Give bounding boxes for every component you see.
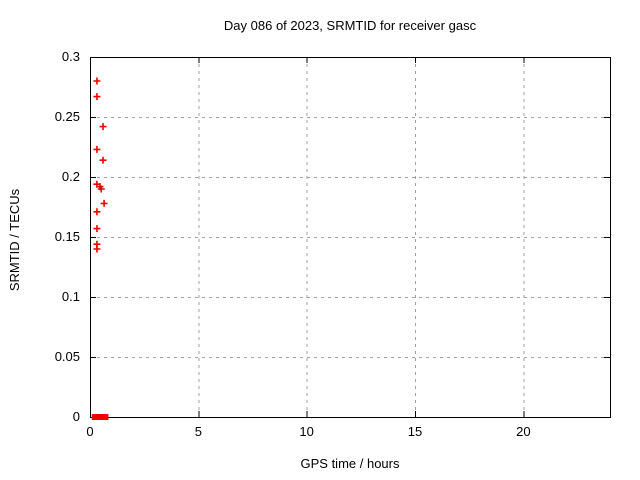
y-tick-label: 0 xyxy=(73,409,80,424)
data-point-marker xyxy=(99,156,107,164)
data-point-marker xyxy=(93,208,101,216)
y-tick-label: 0.05 xyxy=(55,349,80,364)
y-tick-label: 0.15 xyxy=(55,229,80,244)
data-point-marker xyxy=(93,93,101,101)
data-point-marker xyxy=(93,77,101,85)
y-tick-label: 0.25 xyxy=(55,109,80,124)
data-point-marker xyxy=(93,225,101,233)
data-point-marker xyxy=(93,245,101,253)
y-tick-label: 0.2 xyxy=(62,169,80,184)
chart-title: Day 086 of 2023, SRMTID for receiver gas… xyxy=(223,18,477,33)
x-axis-label: GPS time / hours xyxy=(300,456,400,471)
x-tick-label: 0 xyxy=(86,424,93,439)
data-point-marker xyxy=(99,123,107,131)
y-tick-label: 0.1 xyxy=(62,289,80,304)
data-point-marker xyxy=(97,185,105,193)
x-tick-label: 20 xyxy=(516,424,530,439)
zero-value-cluster xyxy=(91,414,109,420)
x-tick-label: 5 xyxy=(195,424,202,439)
data-point-marker xyxy=(100,199,108,207)
x-tick-label: 15 xyxy=(408,424,422,439)
y-tick-label: 0.3 xyxy=(62,49,80,64)
data-point-marker xyxy=(93,145,101,153)
x-tick-label: 10 xyxy=(299,424,313,439)
